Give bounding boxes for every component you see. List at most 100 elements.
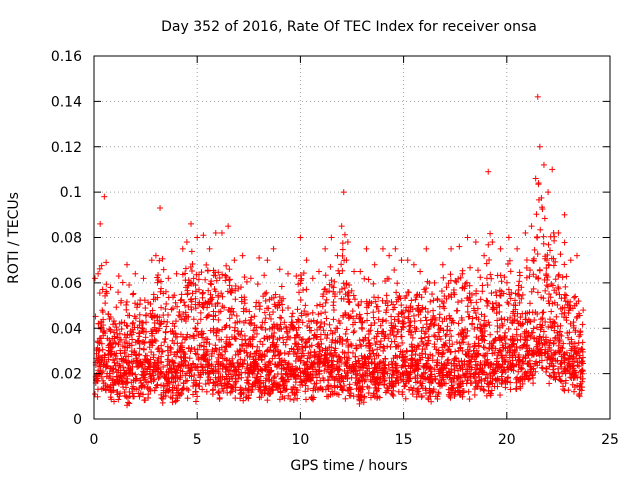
scatter-point <box>153 327 160 334</box>
scatter-point <box>147 300 154 307</box>
scatter-point <box>166 361 173 368</box>
y-tick-label: 0 <box>73 412 82 428</box>
scatter-point <box>109 335 116 342</box>
scatter-point <box>121 347 128 354</box>
scatter-point <box>98 369 105 376</box>
scatter-point <box>171 365 178 372</box>
y-tick-label: 0.16 <box>51 49 82 65</box>
scatter-point <box>130 290 137 297</box>
scatter-point <box>165 387 172 394</box>
scatter-point <box>155 375 162 382</box>
scatter-point <box>102 364 109 371</box>
scatter-point <box>103 373 110 380</box>
scatter-point <box>169 384 176 391</box>
scatter-point <box>135 390 142 397</box>
scatter-point <box>126 388 133 395</box>
scatter-point <box>150 351 157 358</box>
scatter-point <box>168 369 175 376</box>
scatter-point <box>123 298 130 305</box>
scatter-point <box>130 319 137 326</box>
scatter-point <box>118 297 125 304</box>
scatter-point <box>156 257 163 264</box>
scatter-point <box>96 265 103 272</box>
scatter-point <box>168 345 175 352</box>
scatter-point <box>98 262 105 269</box>
scatter-point <box>103 363 110 370</box>
scatter-point <box>172 398 179 405</box>
scatter-point <box>134 364 141 371</box>
scatter-point <box>162 336 169 343</box>
scatter-point <box>141 383 148 390</box>
scatter-point <box>133 375 140 382</box>
scatter-point <box>154 294 161 301</box>
scatter-point <box>141 297 148 304</box>
x-axis-label: GPS time / hours <box>290 458 407 474</box>
x-tick-label: 25 <box>601 432 619 448</box>
scatter-point <box>129 385 136 392</box>
scatter-point <box>148 349 155 356</box>
scatter-point <box>169 374 176 381</box>
scatter-point <box>96 290 103 297</box>
scatter-point <box>126 342 133 349</box>
scatter-point <box>116 393 123 400</box>
scatter-point <box>152 338 159 345</box>
y-tick-label: 0.06 <box>51 276 82 292</box>
scatter-point <box>142 365 149 372</box>
y-tick-label: 0.08 <box>51 231 82 247</box>
scatter-point <box>117 364 124 371</box>
scatter-point <box>159 348 166 355</box>
y-tick-label: 0.02 <box>51 367 82 383</box>
scatter-point <box>157 368 164 375</box>
scatter-points <box>92 93 587 409</box>
scatter-point <box>107 384 114 391</box>
scatter-point <box>138 379 145 386</box>
scatter-point <box>162 305 169 312</box>
scatter-point <box>143 312 150 319</box>
scatter-point <box>169 389 176 396</box>
scatter-point <box>151 336 158 343</box>
scatter-point <box>172 330 179 337</box>
scatter-point <box>115 289 122 296</box>
scatter-point <box>117 390 124 397</box>
scatter-point <box>97 325 104 332</box>
scatter-point <box>147 361 154 368</box>
scatter-point <box>129 336 136 343</box>
scatter-point <box>101 358 108 365</box>
scatter-point <box>142 376 149 383</box>
scatter-point <box>126 281 133 288</box>
scatter-point <box>99 286 106 293</box>
scatter-point <box>115 396 122 403</box>
scatter-point <box>110 376 117 383</box>
scatter-point <box>141 371 148 378</box>
scatter-point <box>132 371 139 378</box>
scatter-point <box>172 378 179 385</box>
scatter-point <box>125 359 132 366</box>
scatter-point <box>134 304 141 311</box>
scatter-point <box>171 360 178 367</box>
scatter-point <box>160 363 167 370</box>
scatter-point <box>147 375 154 382</box>
scatter-point <box>143 357 150 364</box>
x-tick-label: 5 <box>193 432 202 448</box>
scatter-point <box>126 370 133 377</box>
scatter-point <box>168 306 175 313</box>
scatter-point <box>158 353 165 360</box>
scatter-point <box>102 330 109 337</box>
scatter-point <box>124 394 131 401</box>
scatter-point <box>162 328 169 335</box>
scatter-point <box>157 359 164 366</box>
scatter-point <box>157 288 164 295</box>
scatter-point <box>117 350 124 357</box>
scatter-point <box>115 380 122 387</box>
scatter-point <box>124 379 131 386</box>
scatter-point <box>172 318 179 325</box>
scatter-point <box>171 323 178 330</box>
x-tick-label: 0 <box>90 432 99 448</box>
scatter-point <box>150 378 157 385</box>
scatter-point <box>163 323 170 330</box>
scatter-point <box>134 301 141 308</box>
scatter-point <box>145 391 152 398</box>
x-tick-label: 15 <box>395 432 413 448</box>
